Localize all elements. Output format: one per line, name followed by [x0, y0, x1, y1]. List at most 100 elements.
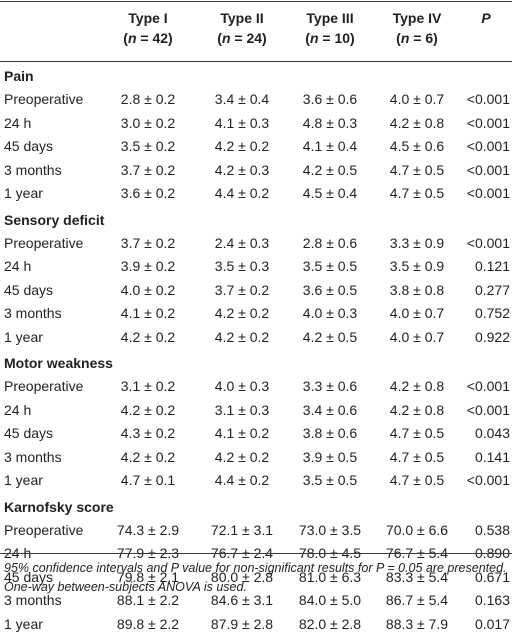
value-cell: 70.0 ± 6.6: [369, 519, 465, 543]
header-type-2: Type II (n = 24): [194, 8, 290, 48]
p-value-cell: 0.922: [454, 326, 510, 350]
value-cell: 89.8 ± 2.2: [100, 613, 196, 636]
p-value-cell: <0.001: [454, 112, 510, 136]
value-cell: 4.5 ± 0.4: [282, 182, 378, 206]
value-cell: 4.0 ± 0.3: [194, 375, 290, 399]
value-cell: 4.0 ± 0.2: [100, 279, 196, 303]
value-cell: 4.7 ± 0.1: [100, 469, 196, 493]
n-symbol: n: [222, 30, 231, 46]
value-cell: 4.0 ± 0.7: [369, 88, 465, 112]
table-top-rule: [0, 1, 512, 2]
row-label: 45 days: [4, 279, 53, 303]
n-symbol: n: [310, 30, 319, 46]
value-cell: 3.4 ± 0.4: [194, 88, 290, 112]
section-title: Pain: [0, 64, 512, 88]
row-label: 24 h: [4, 255, 31, 279]
header-type-4: Type IV (n = 6): [369, 8, 465, 48]
value-cell: 3.3 ± 0.6: [282, 375, 378, 399]
value-cell: 74.3 ± 2.9: [100, 519, 196, 543]
value-cell: 72.1 ± 3.1: [194, 519, 290, 543]
value-cell: 2.8 ± 0.6: [282, 232, 378, 256]
value-cell: 2.4 ± 0.3: [194, 232, 290, 256]
p-value-cell: <0.001: [454, 88, 510, 112]
value-cell: 4.2 ± 0.8: [369, 112, 465, 136]
n-symbol: n: [128, 30, 137, 46]
value-cell: 3.0 ± 0.2: [100, 112, 196, 136]
value-cell: 4.2 ± 0.5: [282, 326, 378, 350]
value-cell: 4.2 ± 0.8: [369, 375, 465, 399]
p-value-cell: <0.001: [454, 469, 510, 493]
table-header: Type I (n = 42) Type II (n = 24) Type II…: [0, 8, 512, 60]
value-cell: 3.4 ± 0.6: [282, 399, 378, 423]
value-cell: 4.2 ± 0.2: [100, 446, 196, 470]
value-cell: 4.0 ± 0.3: [282, 302, 378, 326]
value-cell: 4.0 ± 0.7: [369, 326, 465, 350]
value-cell: 4.2 ± 0.2: [194, 302, 290, 326]
p-value-cell: 0.141: [454, 446, 510, 470]
value-cell: 3.6 ± 0.5: [282, 279, 378, 303]
header-n-value: 42: [152, 30, 168, 46]
value-cell: 3.5 ± 0.2: [100, 135, 196, 159]
value-cell: 4.2 ± 0.2: [194, 326, 290, 350]
value-cell: 4.1 ± 0.4: [282, 135, 378, 159]
value-cell: 4.2 ± 0.3: [194, 159, 290, 183]
p-value-cell: <0.001: [454, 232, 510, 256]
value-cell: 4.0 ± 0.7: [369, 302, 465, 326]
header-title: Type III: [282, 8, 378, 28]
header-title: Type II: [194, 8, 290, 28]
value-cell: 4.5 ± 0.6: [369, 135, 465, 159]
value-cell: 3.8 ± 0.6: [282, 422, 378, 446]
value-cell: 4.7 ± 0.5: [369, 469, 465, 493]
header-p-value: P: [466, 8, 506, 28]
p-value-cell: <0.001: [454, 399, 510, 423]
value-cell: 4.2 ± 0.5: [282, 159, 378, 183]
value-cell: 3.5 ± 0.3: [194, 255, 290, 279]
section-title: Sensory deficit: [0, 208, 512, 232]
p-value-cell: <0.001: [454, 182, 510, 206]
p-value-cell: 0.277: [454, 279, 510, 303]
value-cell: 4.7 ± 0.5: [369, 182, 465, 206]
p-value-cell: 0.043: [454, 422, 510, 446]
header-type-1: Type I (n = 42): [100, 8, 196, 48]
value-cell: 4.4 ± 0.2: [194, 182, 290, 206]
row-label: 1 year: [4, 613, 43, 636]
section-title: Motor weakness: [0, 351, 512, 375]
value-cell: 4.7 ± 0.5: [369, 422, 465, 446]
value-cell: 4.1 ± 0.2: [194, 422, 290, 446]
row-label: 1 year: [4, 182, 43, 206]
value-cell: 4.7 ± 0.5: [369, 159, 465, 183]
value-cell: 2.8 ± 0.2: [100, 88, 196, 112]
value-cell: 3.5 ± 0.5: [282, 469, 378, 493]
header-n-value: 10: [334, 30, 350, 46]
row-label: Preoperative: [4, 375, 83, 399]
header-type-3: Type III (n = 10): [282, 8, 378, 48]
row-label: Preoperative: [4, 88, 83, 112]
table-footnote: 95% confidence intervals and P value for…: [4, 559, 508, 597]
row-label: 3 months: [4, 302, 62, 326]
value-cell: 3.7 ± 0.2: [100, 159, 196, 183]
value-cell: 3.5 ± 0.9: [369, 255, 465, 279]
value-cell: 4.2 ± 0.2: [194, 135, 290, 159]
p-value-cell: <0.001: [454, 375, 510, 399]
value-cell: 88.3 ± 7.9: [369, 613, 465, 636]
row-label: 1 year: [4, 326, 43, 350]
p-value-cell: 0.017: [454, 613, 510, 636]
row-label: 24 h: [4, 112, 31, 136]
row-label: 45 days: [4, 422, 53, 446]
row-label: 3 months: [4, 159, 62, 183]
value-cell: 82.0 ± 2.8: [282, 613, 378, 636]
p-value-cell: <0.001: [454, 159, 510, 183]
value-cell: 4.2 ± 0.8: [369, 399, 465, 423]
value-cell: 4.3 ± 0.2: [100, 422, 196, 446]
p-value-cell: <0.001: [454, 135, 510, 159]
value-cell: 4.2 ± 0.2: [100, 326, 196, 350]
